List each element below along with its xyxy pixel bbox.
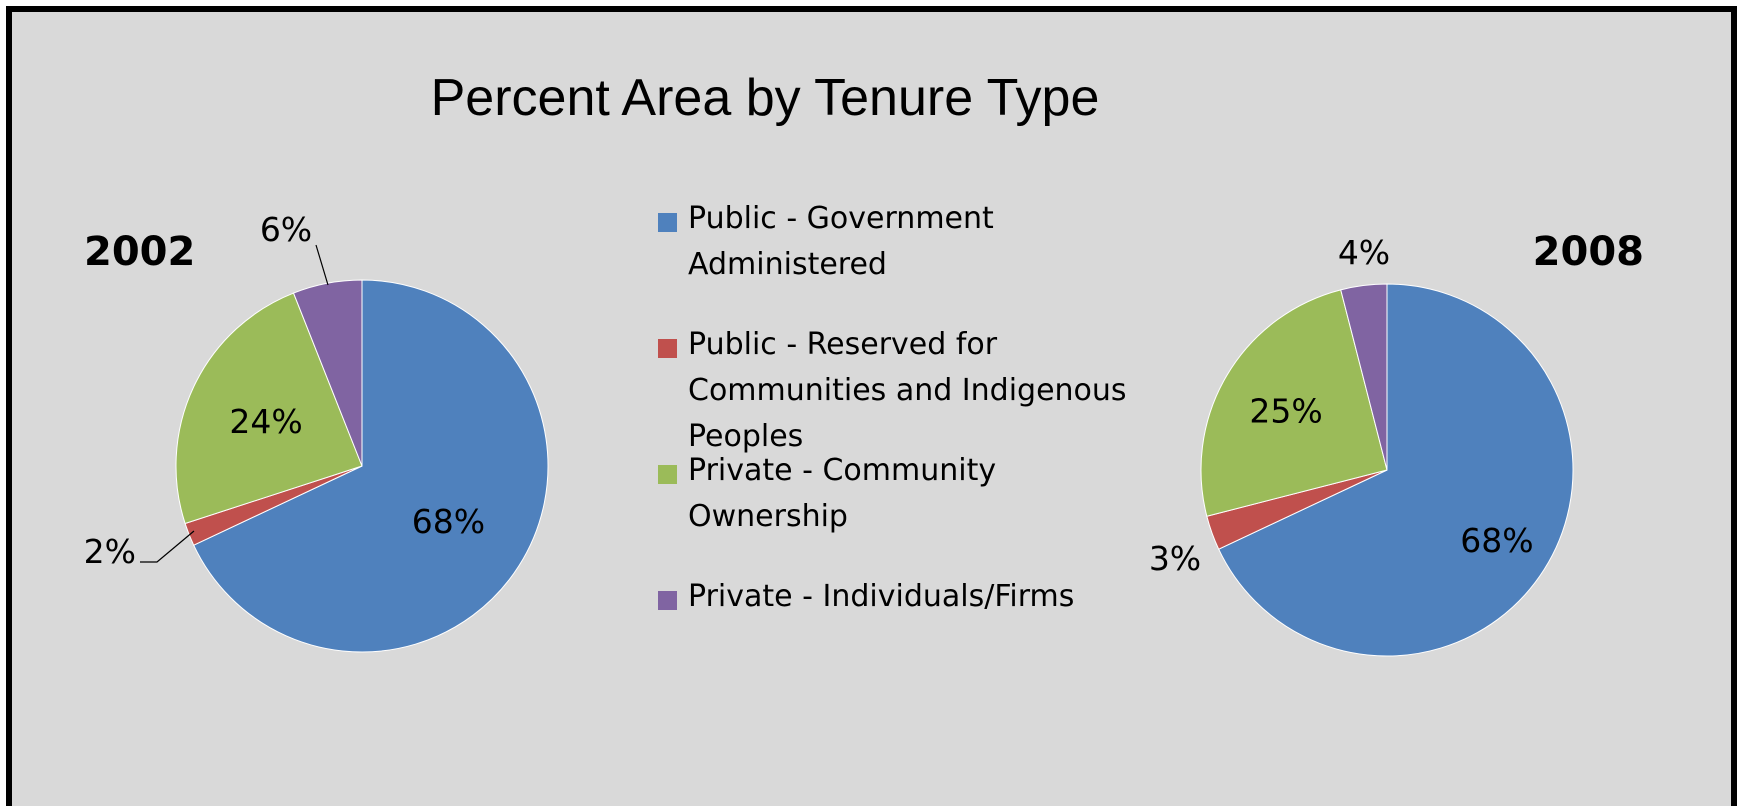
pie-2002-data-label-private-individuals: 6% — [260, 210, 312, 249]
pie-2002-leader-private-individuals — [315, 244, 329, 286]
pie-2008-data-label-private-individuals: 4% — [1338, 233, 1390, 272]
pie-2002-slice-public-government — [193, 279, 549, 653]
legend-label-private-community: Private - Community Ownership — [688, 453, 997, 534]
legend-label-public-reserved: Public - Reserved for Communities and In… — [688, 327, 1127, 454]
pie-2002: 68% 2% 24% 6% 2002 — [84, 210, 549, 653]
pie-2002-data-label-private-community: 24% — [229, 402, 302, 441]
pie-2008-data-label-public-government: 68% — [1460, 521, 1533, 560]
chart-title: Percent Area by Tenure Type — [430, 69, 1100, 127]
pie-2008-slice-private-individuals — [1340, 283, 1388, 471]
pie-2008: 68% 3% 25% 4% 2008 — [1149, 229, 1644, 657]
pie-2002-leader-public-reserved — [140, 530, 195, 563]
pie-2002-slice-private-community — [175, 292, 363, 525]
pie-2008-slice-public-government — [1218, 283, 1574, 657]
legend-swatch-public-government — [658, 213, 677, 232]
pie-2002-data-label-public-reserved: 2% — [84, 532, 136, 571]
pie-2008-year-label: 2008 — [1533, 229, 1644, 275]
pie-2008-slice-private-community — [1200, 289, 1388, 517]
pie-2008-data-label-public-reserved: 3% — [1149, 539, 1201, 578]
pie-2002-data-label-public-government: 68% — [412, 502, 485, 541]
legend-swatch-public-reserved — [658, 339, 677, 358]
legend-label-private-individuals: Private - Individuals/Firms — [688, 579, 1075, 614]
legend-label-public-government: Public - Government Administered — [688, 201, 994, 282]
pie-2008-data-label-private-community: 25% — [1249, 391, 1322, 430]
pie-2002-year-label: 2002 — [84, 229, 195, 275]
legend-swatch-private-community — [658, 465, 677, 484]
legend-swatch-private-individuals — [658, 591, 677, 610]
